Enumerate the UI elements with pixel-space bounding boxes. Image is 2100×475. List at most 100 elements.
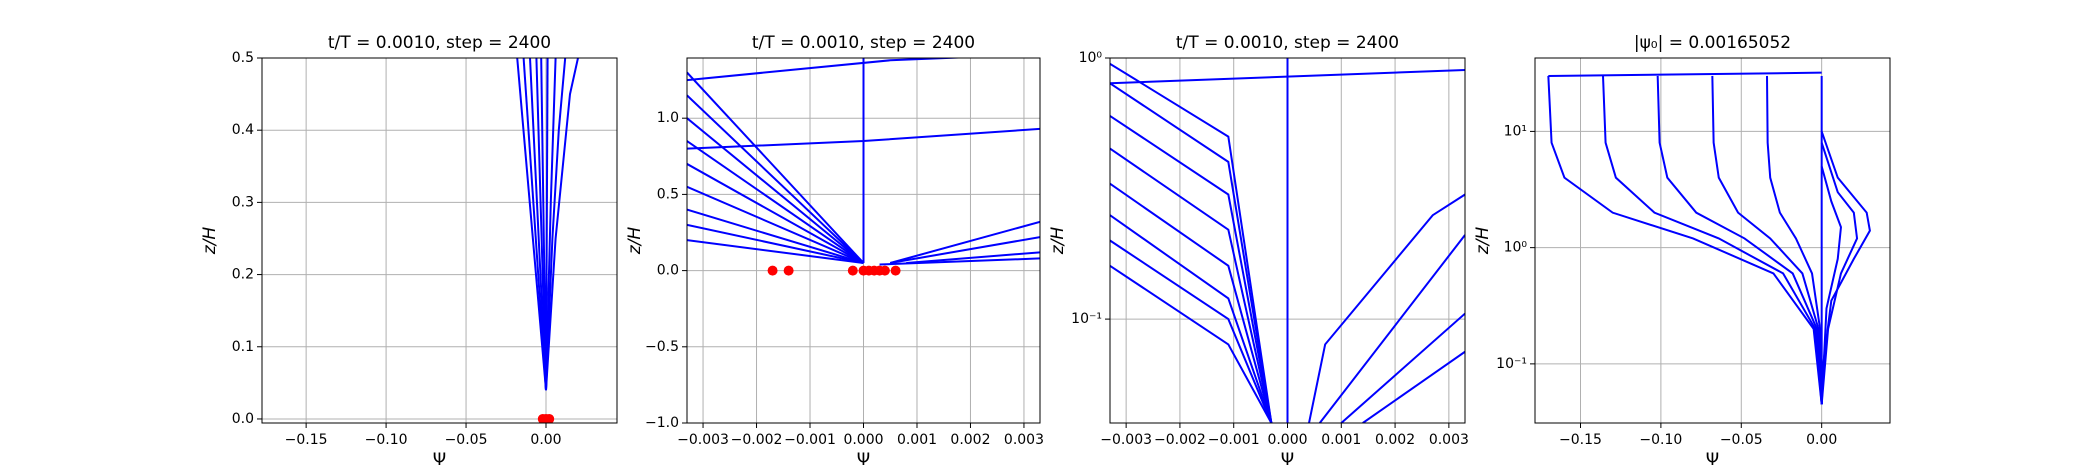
data-line	[687, 223, 864, 264]
data-line	[545, 58, 579, 391]
x-tick-label: −0.10	[365, 432, 408, 448]
marker	[890, 265, 901, 276]
axes-frame	[1534, 57, 1891, 424]
data-line	[687, 58, 972, 82]
data-line	[522, 58, 547, 391]
x-axis-label: Ψ	[857, 450, 870, 470]
x-axis-label: Ψ	[1281, 450, 1294, 470]
x-tick-label: 0.000	[1267, 432, 1307, 448]
chart-title: |ψ₀| = 0.00165052	[1634, 33, 1791, 53]
data-line	[687, 127, 1040, 150]
axes-frame	[686, 57, 1041, 424]
y-tick-label: 10¹	[1504, 123, 1527, 139]
data-line	[687, 117, 865, 264]
x-axis-label: Ψ	[1706, 450, 1719, 470]
y-axis-label: z/H	[1048, 227, 1068, 256]
y-tick-label: 10⁰	[1079, 50, 1103, 66]
y-axis-label: z/H	[200, 227, 220, 256]
x-tick-label: −0.003	[1100, 432, 1152, 448]
data-line	[1110, 147, 1273, 423]
x-tick-label: 0.002	[1375, 432, 1415, 448]
x-tick-label: 0.001	[1321, 432, 1361, 448]
plot-area	[516, 58, 579, 423]
data-line	[687, 94, 865, 264]
data-line	[516, 58, 547, 391]
chart-title: t/T = 0.0010, step = 2400	[1176, 33, 1399, 53]
data-line	[1110, 239, 1273, 423]
marker	[783, 265, 794, 276]
y-tick-label: −1.0	[645, 415, 679, 431]
data-line	[1110, 115, 1273, 423]
y-tick-label: 10⁻¹	[1496, 356, 1527, 372]
marker	[767, 265, 778, 276]
data-line	[1820, 142, 1859, 405]
data-line	[1820, 166, 1842, 405]
data-line	[1110, 68, 1465, 85]
data-line	[1340, 312, 1465, 423]
y-tick-label: 0.1	[232, 339, 254, 355]
y-tick-label: 1.0	[657, 110, 679, 126]
data-line	[1110, 264, 1273, 423]
data-line	[1110, 214, 1273, 423]
marker	[544, 413, 555, 423]
x-tick-label: −0.15	[285, 432, 328, 448]
data-line	[687, 71, 865, 264]
data-line	[1711, 75, 1823, 405]
y-tick-label: 10⁰	[1504, 240, 1528, 256]
data-line	[687, 185, 864, 264]
plot-area	[1547, 71, 1871, 405]
data-line	[1110, 62, 1273, 423]
data-line	[879, 257, 1040, 266]
y-axis-label: z/H	[1473, 227, 1493, 256]
data-line	[1547, 75, 1823, 405]
x-tick-label: −0.003	[677, 432, 729, 448]
y-tick-label: 0.0	[657, 263, 679, 279]
data-line	[540, 58, 547, 391]
data-line	[1110, 82, 1273, 423]
data-line	[1766, 75, 1823, 405]
marker	[847, 265, 858, 276]
x-tick-label: −0.001	[1208, 432, 1260, 448]
data-line	[545, 58, 567, 391]
data-line	[687, 208, 864, 264]
x-axis-label: Ψ	[433, 450, 446, 470]
x-tick-label: −0.002	[731, 432, 783, 448]
x-tick-label: −0.10	[1639, 432, 1682, 448]
x-tick-label: −0.15	[1559, 432, 1602, 448]
data-line	[889, 220, 1040, 264]
y-axis-label: z/H	[625, 227, 645, 256]
plot-area	[687, 58, 1040, 276]
data-line	[1548, 71, 1822, 77]
y-tick-label: 0.5	[657, 186, 679, 202]
data-line	[687, 140, 865, 264]
x-tick-label: 0.000	[843, 432, 883, 448]
y-tick-label: 0.2	[232, 267, 254, 283]
chart-title: t/T = 0.0010, step = 2400	[328, 33, 551, 53]
plot-area	[1110, 58, 1465, 423]
data-line	[545, 58, 557, 391]
chart-title: t/T = 0.0010, step = 2400	[752, 33, 975, 53]
data-line	[906, 251, 1040, 264]
data-line	[1110, 182, 1273, 423]
data-line	[1820, 131, 1871, 405]
data-line	[687, 239, 864, 264]
data-line	[1308, 193, 1465, 423]
y-tick-label: 10⁻¹	[1071, 311, 1102, 327]
x-tick-label: −0.001	[784, 432, 836, 448]
axes-frame	[261, 57, 618, 424]
data-line	[545, 58, 549, 391]
data-line	[529, 58, 547, 391]
marker	[879, 265, 890, 276]
axes-frame	[1109, 57, 1466, 424]
data-line	[1602, 75, 1823, 405]
x-tick-label: 0.001	[897, 432, 937, 448]
x-tick-label: 0.003	[1004, 432, 1044, 448]
data-line	[1362, 350, 1465, 423]
data-line	[890, 236, 1040, 264]
data-line	[1318, 234, 1465, 423]
x-tick-label: 0.00	[1806, 432, 1837, 448]
x-tick-label: −0.002	[1154, 432, 1206, 448]
x-tick-label: 0.003	[1429, 432, 1469, 448]
